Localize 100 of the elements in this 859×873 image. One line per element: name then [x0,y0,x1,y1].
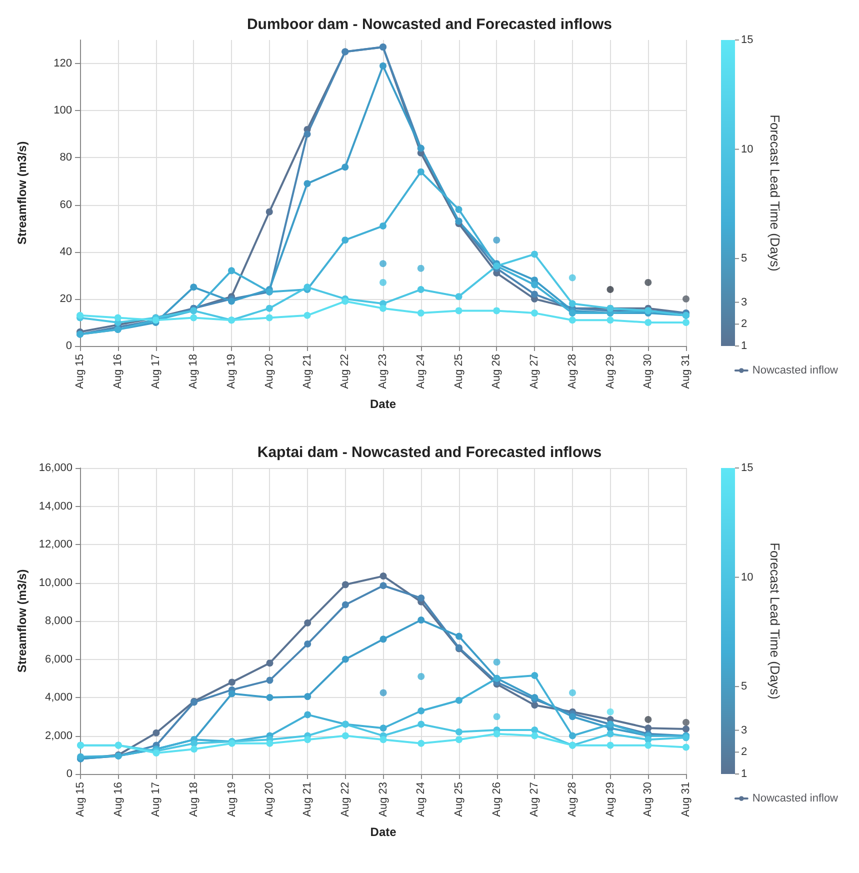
y-tick-label: 2,000 [45,730,73,742]
point [568,300,576,308]
point [380,636,387,643]
point [304,284,311,291]
y-tick-label: 12,000 [38,538,73,550]
point [380,582,387,590]
x-tick-label: Aug 23 [377,354,389,389]
point [228,678,236,686]
point [266,676,274,684]
color-bar-label: 10 [741,143,754,156]
color-bar-label: 3 [741,296,748,308]
x-tick-label: Aug 22 [339,354,352,389]
x-tick-label: Aug 30 [642,354,654,389]
y-axis-title: Streamflow (m3/s) [15,141,29,245]
point [682,726,690,733]
point [342,236,349,244]
x-tick-label: Aug 25 [452,782,465,817]
point [568,713,576,720]
point [682,318,690,326]
y-tick-label: 60 [60,198,72,211]
color-bar-label: 2 [741,746,748,758]
x-tick-label: Aug 18 [188,782,200,817]
point [304,130,311,138]
x-tick-label: Aug 26 [490,354,503,389]
x-tick-label: Aug 19 [226,782,238,817]
point [342,298,349,305]
point [493,307,500,314]
chart-title: Dumboor dam - Nowcasted and Forecasted inflows [246,16,612,33]
point [493,730,500,738]
x-tick-label: Aug 23 [377,782,390,817]
point [644,318,652,326]
point [304,711,312,718]
color-bar-label: 15 [741,34,754,46]
point [568,732,576,740]
point [304,693,312,700]
y-tick-label: 16,000 [38,462,73,474]
point [455,307,462,314]
point [418,740,425,747]
point [266,694,274,701]
point [418,594,425,602]
point [266,740,274,747]
x-tick-label: Aug 25 [452,354,465,389]
point [380,304,386,312]
x-tick-label: Aug 27 [528,354,540,389]
point [266,304,273,312]
color-bar-label: 1 [741,768,748,780]
point [152,729,160,736]
point [455,293,462,300]
x-tick-label: Aug 29 [604,354,616,389]
x-tick-label: Aug 18 [188,354,200,389]
point [531,726,538,734]
point [531,290,538,298]
point [455,696,462,704]
point [418,707,425,714]
x-tick-label: Aug 26 [490,782,503,817]
point [606,730,614,738]
color-bar-title: Forecast Lead Time (Days) [768,114,782,272]
y-axis-title: Streamflow (m3/s) [15,569,29,673]
point [531,310,538,317]
point [531,732,538,740]
point [455,632,462,640]
x-tick-label: Aug 19 [226,354,238,389]
x-tick-label: Aug 21 [301,354,314,389]
point [455,736,462,744]
y-tick-label: 14,000 [38,500,73,512]
point [380,62,386,70]
y-tick-label: 80 [60,152,72,164]
x-tick-label: Aug 24 [414,354,427,389]
point [417,310,424,317]
x-tick-label: Aug 24 [415,782,428,817]
x-axis-title: Date [370,825,397,839]
y-tick-label: 10,000 [38,576,73,589]
point [342,601,349,608]
x-tick-label: Aug 15 [74,354,86,389]
point [455,728,462,736]
point [342,581,349,588]
color-bar-label: 5 [741,680,748,693]
x-tick-label: Aug 17 [150,782,162,817]
point [228,690,236,698]
y-tick-label: 0 [66,340,72,352]
point [455,206,462,213]
legend-label: Nowcasted inflow [752,792,838,804]
x-tick-label: Aug 28 [566,782,578,817]
point [418,616,425,624]
point [380,222,386,230]
point [304,640,312,648]
point [531,250,538,258]
point [380,572,387,580]
point [228,298,235,305]
point [606,742,614,749]
x-tick-label: Aug 17 [150,354,162,389]
point [190,746,198,753]
point [644,724,652,732]
color-bar-label: 15 [741,462,754,474]
point [304,312,311,319]
point [531,281,538,288]
y-tick-label: 0 [66,768,73,780]
color-bar-label: 10 [741,571,754,584]
point [568,316,576,324]
x-tick-label: Aug 29 [604,782,616,817]
